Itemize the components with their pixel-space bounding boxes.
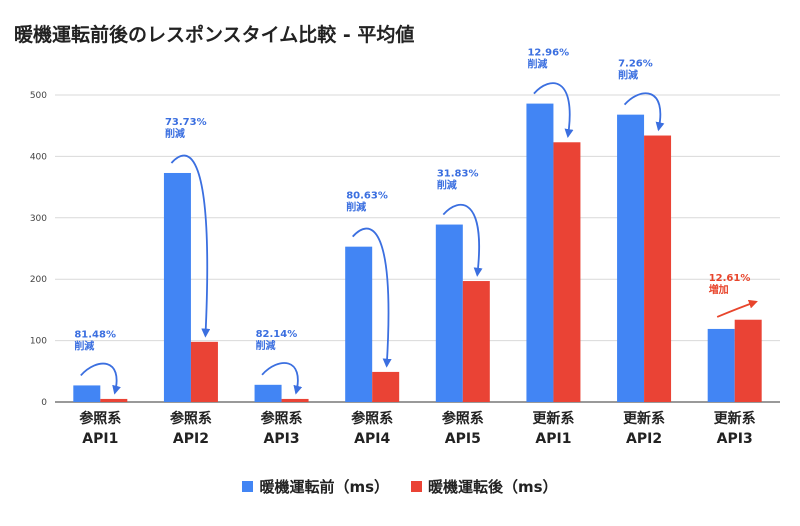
annotation-percent: 12.61%	[709, 273, 751, 284]
x-tick-label-group: 更新系	[532, 410, 574, 427]
legend-swatch-before	[242, 481, 254, 492]
annotation-arrow	[533, 82, 574, 139]
x-tick-label-group: 参照系	[170, 410, 212, 427]
bar-after	[734, 319, 762, 402]
chart-title: 暖機運転前後のレスポンスタイム比較 - 平均値	[14, 24, 415, 46]
y-tick-label: 500	[30, 91, 47, 101]
legend-item-before: 暖機運転前（ms）	[242, 476, 389, 497]
grid-lines	[55, 94, 780, 403]
y-axis-ticks: 0 100 200 300 400 500	[30, 91, 47, 408]
annotation-label: 削減	[527, 58, 547, 71]
x-tick-label-api: API2	[626, 431, 662, 447]
x-tick-label-api: API3	[717, 431, 753, 447]
annotation-percent: 73.73%	[165, 117, 207, 128]
bar-after	[553, 142, 581, 402]
x-tick-label-group: 更新系	[623, 410, 665, 427]
annotation-label: 削減	[346, 201, 366, 214]
y-tick-label: 400	[30, 152, 47, 162]
x-tick-label-api: API1	[535, 431, 571, 447]
bars	[73, 103, 762, 403]
x-tick-label-group: 参照系	[442, 410, 484, 427]
annotation-percent: 81.48%	[74, 329, 116, 340]
legend: 暖機運転前（ms） 暖機運転後（ms）	[0, 476, 800, 497]
x-axis-labels: 参照系 API1 参照系 API2 参照系 API3 参照系 API4 参照系 API5 更新系 AP…	[79, 410, 755, 447]
x-tick-label-group: 参照系	[79, 410, 121, 427]
annotation-label: 増加	[709, 283, 729, 296]
y-tick-label: 100	[30, 337, 47, 347]
bar-before	[163, 172, 191, 402]
bar-after	[644, 135, 672, 403]
annotation-arrow	[623, 92, 665, 132]
bar-before	[617, 114, 645, 402]
x-tick-label-api: API2	[173, 431, 209, 447]
bar-after	[100, 398, 128, 402]
y-tick-label: 300	[30, 214, 47, 224]
annotation-label: 削減	[437, 179, 457, 192]
x-tick-label-group: 参照系	[351, 410, 393, 427]
bar-before	[526, 103, 554, 402]
annotation-arrow	[170, 154, 211, 338]
annotation-label: 削減	[74, 339, 94, 352]
y-tick-label: 0	[41, 398, 47, 408]
bar-after	[281, 398, 309, 402]
annotation-arrow	[442, 203, 483, 277]
annotation-arrow	[716, 299, 758, 318]
bar-after	[372, 371, 400, 402]
y-tick-label: 200	[30, 275, 47, 285]
x-tick-label-api: API4	[354, 431, 390, 447]
annotation-percent: 80.63%	[346, 191, 388, 202]
annotation-percent: 31.83%	[437, 169, 479, 180]
legend-label-before: 暖機運転前（ms）	[259, 478, 389, 496]
legend-label-after: 暖機運転後（ms）	[428, 478, 558, 496]
x-tick-label-group: 更新系	[714, 410, 756, 427]
annotation-label: 削減	[165, 127, 185, 140]
annotation-arrow	[261, 362, 303, 395]
x-tick-label-api: API3	[264, 431, 300, 447]
x-tick-label-api: API1	[82, 431, 118, 447]
x-tick-label-group: 参照系	[261, 410, 303, 427]
annotation-percent: 7.26%	[618, 59, 653, 70]
bar-before	[73, 385, 101, 402]
bar-before	[345, 246, 373, 402]
annotation-label: 削減	[618, 69, 638, 82]
annotation-label: 削減	[256, 339, 276, 352]
bar-after	[462, 281, 490, 402]
bar-before	[254, 384, 282, 402]
x-tick-label-api: API5	[445, 431, 481, 447]
annotation-arrow	[352, 227, 392, 368]
bar-before	[435, 224, 463, 402]
annotation-percent: 82.14%	[256, 329, 298, 340]
bar-after	[190, 341, 218, 402]
legend-swatch-after	[411, 481, 422, 492]
legend-item-after: 暖機運転後（ms）	[411, 476, 558, 497]
annotation-percent: 12.96%	[527, 48, 569, 59]
annotations: 81.48%削減73.73%削減82.14%削減80.63%削減31.83%削減…	[74, 48, 758, 395]
annotation-arrow	[80, 362, 121, 395]
bar-before	[707, 328, 735, 402]
